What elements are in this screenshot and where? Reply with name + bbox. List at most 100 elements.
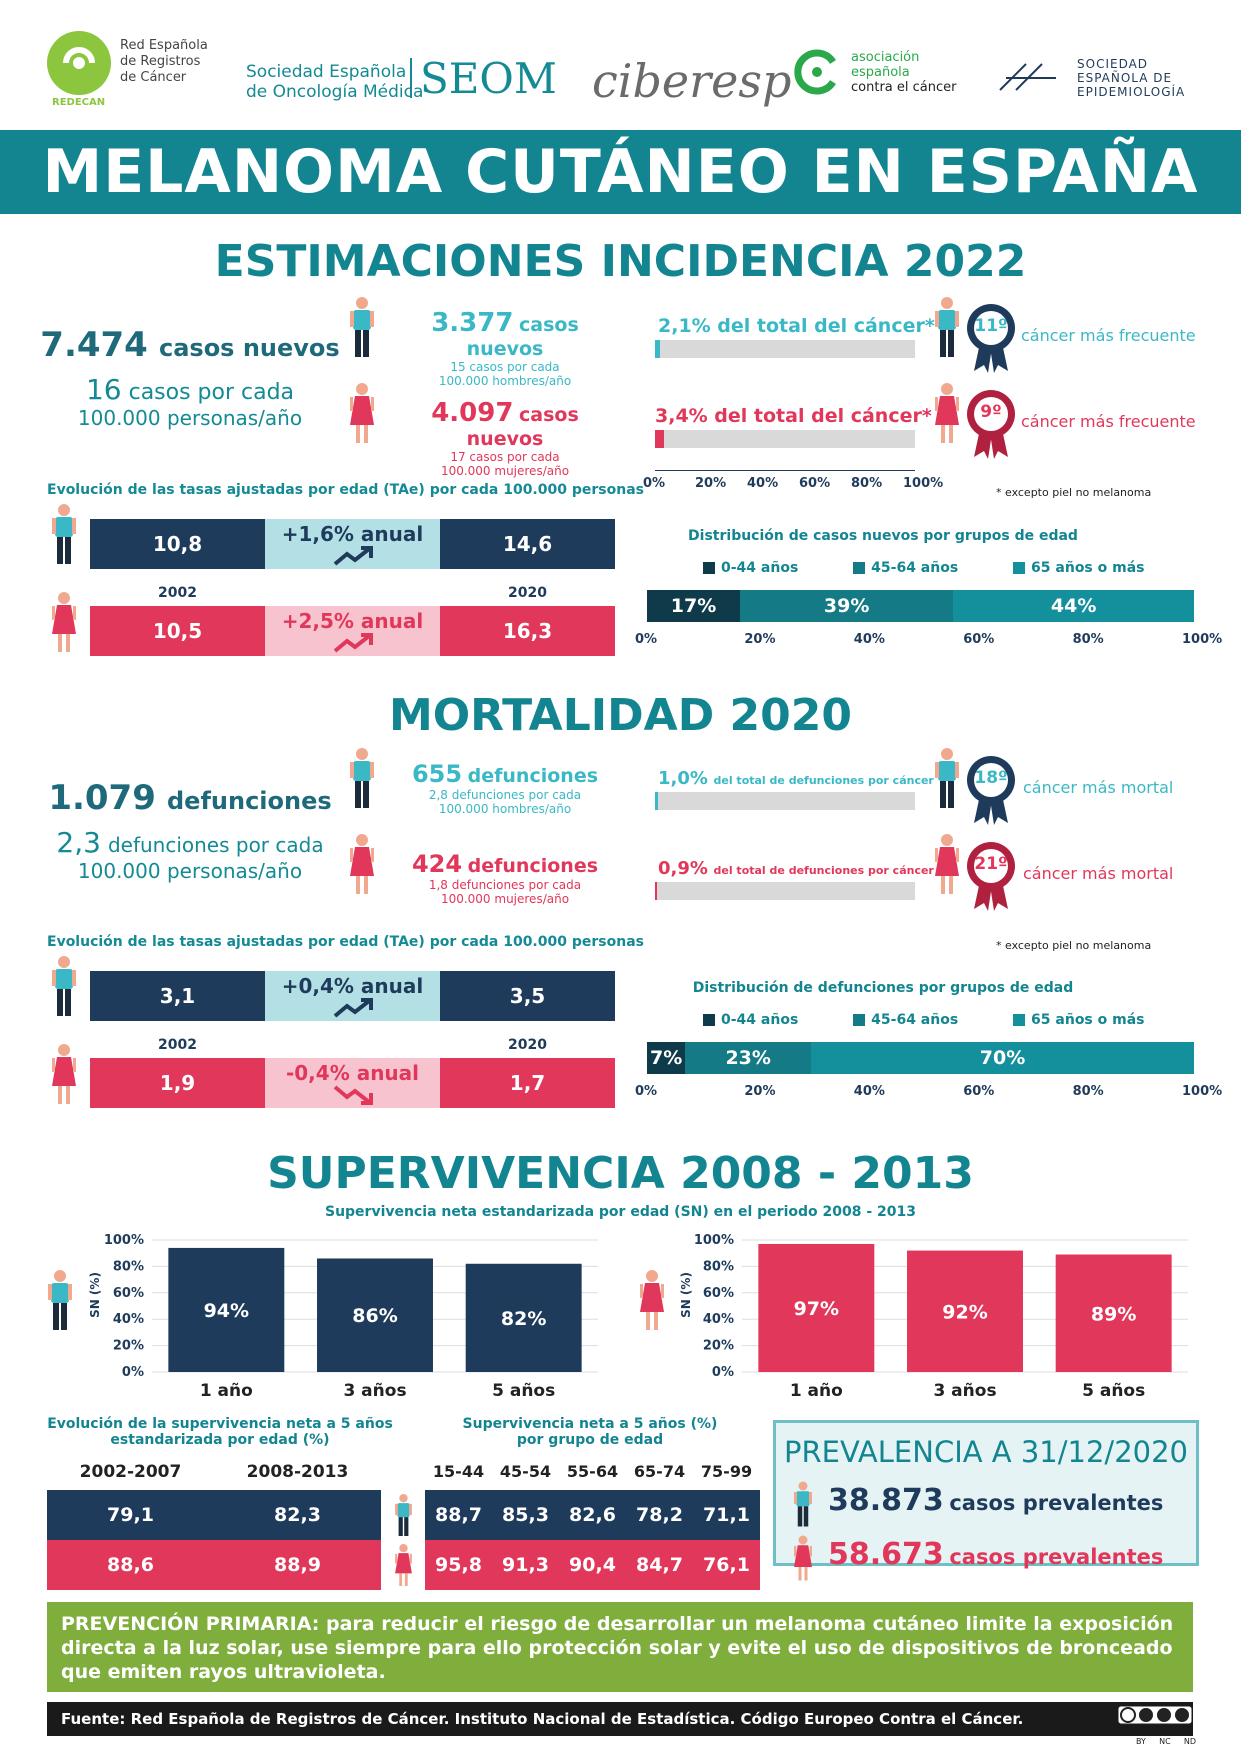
mortality-women-pct-label: 0,9% del total de defunciones por cáncer: [658, 858, 934, 879]
woman-icon: [350, 834, 374, 894]
mortality-rate-label: defunciones por cada: [107, 833, 324, 857]
mortality-dist-legend: 0-44 años 45-64 años 65 años o más: [703, 1012, 1173, 1028]
see-logo-icon: [999, 63, 1056, 91]
mortality-men-number: 655: [411, 760, 463, 788]
x-category-label: 1 año: [200, 1381, 253, 1401]
mortality-dist-axis: 0% 20% 40% 60% 80% 100%: [635, 1084, 1222, 1102]
table-header: 2002-2007: [79, 1462, 182, 1482]
axis-tick-label: 20%: [744, 632, 776, 647]
woman-icon: [935, 383, 959, 443]
legend-label: 65 años o más: [1031, 560, 1145, 576]
mortality-women-rank: 21º: [974, 854, 1008, 874]
y-tick-label: 20%: [113, 1339, 144, 1354]
axis-tick-label: 60%: [799, 476, 831, 491]
mortality-women-trend-cell: -0,4% anual: [265, 1058, 440, 1108]
survival-subtitle: Supervivencia neta estandarizada por eda…: [324, 1204, 916, 1220]
seom-divider: [410, 58, 412, 98]
mortality-dist-bar: 7% 23% 70%: [647, 1042, 1194, 1074]
survival-men-chart: 100% 80% 60% 40% 20% 0% 94% 1 año 86% 3 años 82% 5 …: [104, 1233, 598, 1401]
prevalence-box: PREVALENCIA A 31/12/2020 38.873 casos pr…: [773, 1420, 1199, 1566]
y-tick-label: 80%: [113, 1259, 144, 1274]
y-tick-label: 60%: [113, 1286, 144, 1301]
table-header: 75-99: [700, 1462, 753, 1481]
incidence-women-trend: 10,5 +2,5% anual 16,3: [90, 606, 615, 656]
incidence-women-number: 4.097: [431, 398, 514, 428]
survival-title: SUPERVIVENCIA 2008 - 2013: [267, 1148, 974, 1199]
mortality-men-2020: 3,5: [440, 971, 615, 1021]
y-tick-label: 100%: [694, 1233, 734, 1248]
mortality-men-pct-bar: [655, 792, 915, 810]
table-cell: 88,7: [435, 1504, 482, 1526]
survival-evo-caption1: Evolución de la supervivencia neta a 5 a…: [47, 1416, 393, 1432]
mortality-men-rank: 18º: [974, 768, 1008, 788]
man-icon: [395, 1494, 412, 1536]
woman-icon: [52, 1044, 76, 1104]
redecan-sub: REDECAN: [52, 97, 106, 108]
incidence-women-2020: 16,3: [440, 606, 615, 656]
incidence-rate-label: casos por cada: [128, 380, 295, 405]
see-text: SOCIEDAD ESPAÑOLA DE EPIDEMIOLOGÍA: [1077, 57, 1185, 99]
axis-tick-label: 100%: [903, 476, 944, 491]
table-header: 55-64: [566, 1462, 619, 1481]
survival-age-headers: 15-44 45-54 55-64 65-74 75-99: [425, 1462, 760, 1481]
table-row: 79,1 82,3: [47, 1490, 381, 1540]
mortality-rate-label2: 100.000 personas/año: [77, 859, 303, 883]
man-icon: [350, 297, 374, 357]
incidence-total-number: 7.474: [40, 325, 148, 365]
dist-segment: 44%: [953, 590, 1194, 622]
prevalence-men-number: 38.873: [828, 1483, 944, 1518]
incidence-men-2002: 10,8: [90, 519, 265, 569]
aecc-line: española: [851, 65, 910, 80]
license-label: NC: [1159, 1737, 1171, 1746]
redecan-line: Red Española: [120, 38, 208, 53]
incidence-men: 3.377 casos nuevos 15 casos por cada 100…: [390, 308, 620, 388]
mortality-men-rate2: 100.000 hombres/año: [438, 802, 572, 816]
table-cell: 78,2: [636, 1504, 683, 1526]
table-cell: 79,1: [107, 1504, 154, 1526]
mortality-men-trend: 3,1 +0,4% anual 3,5: [90, 971, 615, 1021]
mortality-men-trend-value: +0,4% anual: [281, 974, 424, 998]
mortality-total-number: 1.079: [48, 778, 156, 818]
table-row: 88,6 88,9: [47, 1540, 381, 1590]
mortality-women-pct-fill: [655, 882, 658, 900]
mortality-men-pct-small: del total de defunciones por cáncer: [713, 774, 934, 787]
survival-evo-headers: 2002-2007 2008-2013: [47, 1462, 381, 1482]
x-category-label: 3 años: [343, 1381, 406, 1401]
mortality-title: MORTALIDAD 2020: [388, 690, 853, 741]
aecc-line: contra el cáncer: [851, 80, 957, 95]
incidence-pct-axis: 0% 20% 40% 60% 80% 100%: [643, 476, 943, 494]
incidence-men-pct-label: 2,1% del total del cáncer*: [658, 315, 935, 337]
incidence-total: 7.474 casos nuevos 16 casos por cada 100…: [40, 325, 340, 430]
year-a: 2002: [158, 585, 197, 601]
survival-evo-caption2: estandarizada por edad (%): [110, 1432, 330, 1448]
redecan-text: Red Española de Registros de Cáncer: [120, 38, 208, 86]
bar: [758, 1243, 875, 1372]
see-line: ESPAÑOLA DE: [1077, 71, 1173, 85]
y-tick-label: 0%: [122, 1365, 144, 1380]
incidence-pct-axis-line: [655, 470, 915, 471]
table-cell: 71,1: [703, 1504, 750, 1526]
incidence-men-pct-fill: [655, 340, 661, 358]
incidence-men-rank: 11º: [974, 316, 1008, 336]
bar-value-label: 92%: [942, 1301, 987, 1323]
axis-tick-label: 0%: [643, 476, 666, 491]
year-b: 2020: [508, 585, 547, 601]
table-header: 2008-2013: [246, 1462, 349, 1482]
ciberesp-logo: ciberesp: [592, 54, 792, 108]
man-icon: [935, 748, 959, 808]
prevalence-women-label: casos prevalentes: [949, 1545, 1164, 1569]
redecan-logo-icon: [47, 31, 111, 95]
aecc-text: asociación española contra el cáncer: [851, 50, 956, 95]
rosette-icon: [966, 389, 1016, 459]
dist-segment: 23%: [685, 1042, 812, 1074]
survival-age-caption1: Supervivencia neta a 5 años (%): [462, 1416, 718, 1432]
mortality-women-pct-big: 0,9%: [658, 858, 708, 879]
bar-value-label: 94%: [204, 1300, 249, 1322]
incidence-total-label: casos nuevos: [158, 334, 340, 362]
incidence-women-rate2: 100.000 mujeres/año: [440, 464, 570, 478]
source-text: Fuente: Red Española de Registros de Cán…: [61, 1710, 1024, 1728]
trend-up-icon: [333, 546, 373, 566]
rosette-icon: [966, 303, 1016, 373]
table-header: 45-54: [499, 1462, 552, 1481]
incidence-men-rank-label: cáncer más frecuente: [1021, 326, 1196, 345]
